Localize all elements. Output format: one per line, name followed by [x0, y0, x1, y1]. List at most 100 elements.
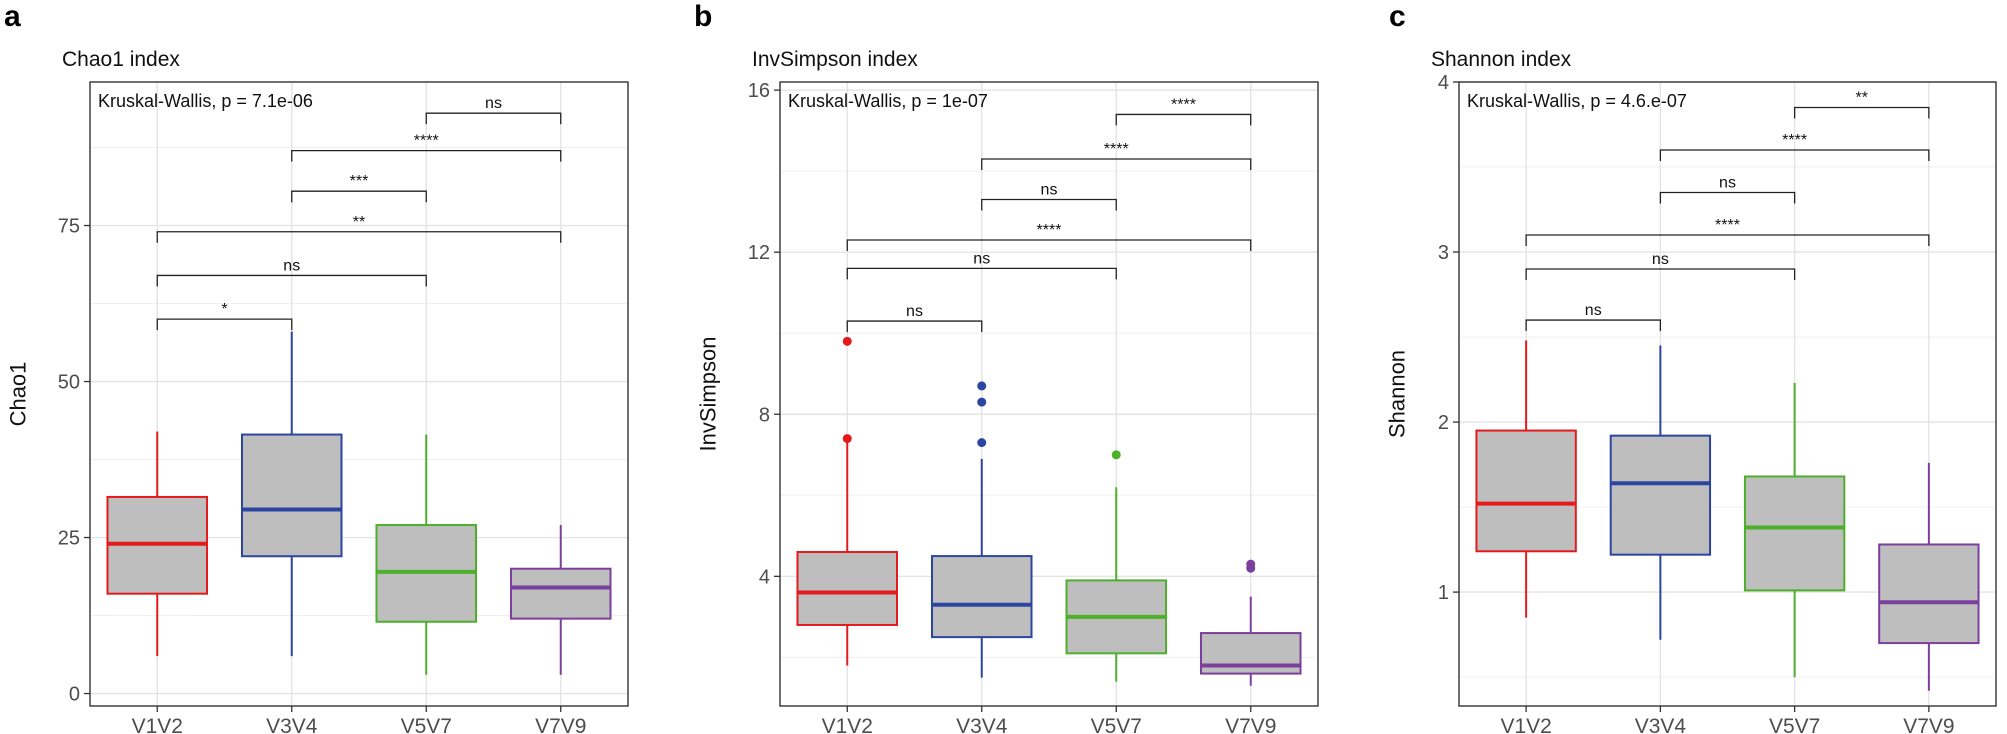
box-v1v2	[1475, 340, 1577, 618]
outlier-point	[1111, 450, 1121, 460]
y-tick-label: 25	[58, 528, 80, 550]
bracket-line	[981, 158, 1252, 170]
y-tick-label: 8	[759, 404, 770, 426]
bracket-line	[156, 274, 427, 287]
significance-bracket: ***	[291, 173, 427, 203]
box-v7v9	[1199, 559, 1302, 686]
box-v3v4	[1609, 345, 1712, 640]
bracket-line	[156, 318, 293, 331]
x-tick-label: V7V9	[535, 715, 586, 734]
significance-bracket: **	[1793, 90, 1930, 119]
significance-bracket: ****	[1525, 217, 1930, 247]
y-tick-label: 4	[759, 566, 770, 588]
bracket-line	[1659, 149, 1930, 162]
significance-label: ns	[485, 95, 502, 112]
plot-border	[89, 81, 629, 707]
x-tick-label: V3V4	[956, 715, 1008, 734]
bracket-line	[291, 190, 427, 203]
box-v5v7	[1743, 382, 1846, 678]
outlier-point	[842, 434, 852, 444]
significance-bracket: ****	[1115, 96, 1252, 126]
x-tick-label: V1V2	[822, 715, 873, 734]
significance-label: ns	[1041, 182, 1058, 199]
panel-letter: b	[694, 0, 712, 33]
significance-bracket: ns	[1525, 302, 1662, 332]
y-axis-label: InvSimpson	[696, 337, 721, 452]
significance-bracket: ns	[1659, 175, 1796, 204]
chart-title: InvSimpson index	[752, 48, 918, 71]
y-tick-label: 12	[748, 242, 770, 264]
y-tick-label: 75	[58, 216, 80, 238]
significance-label: ns	[973, 250, 990, 267]
significance-label: ****	[1782, 132, 1807, 149]
box-v3v4	[930, 381, 1033, 678]
y-axis-label: Shannon	[1385, 350, 1410, 438]
box-v1v2	[796, 336, 899, 666]
panel-b: b InvSimpson index ns ns **** ns **** **** Krusk…	[694, 0, 1319, 734]
bracket-line	[1793, 106, 1930, 119]
significance-bracket: ns	[425, 95, 562, 125]
box-iqr	[796, 551, 899, 626]
significance-label: ns	[1585, 302, 1602, 319]
x-tick-label: V1V2	[132, 715, 183, 734]
significance-label: ns	[906, 303, 923, 320]
x-tick-label: V1V2	[1500, 715, 1551, 734]
kruskal-wallis-label: Kruskal-Wallis, p = 4.6.e-07	[1467, 91, 1687, 111]
box-iqr	[930, 555, 1033, 639]
kruskal-wallis-label: Kruskal-Wallis, p = 7.1e-06	[98, 91, 313, 111]
box-iqr	[1743, 475, 1846, 592]
box-v1v2	[106, 431, 209, 657]
significance-label: ****	[1171, 96, 1196, 113]
bracket-line	[291, 149, 562, 162]
outlier-point	[977, 397, 987, 407]
bracket-line	[1525, 319, 1662, 332]
bracket-line	[425, 112, 562, 125]
outlier-point	[1246, 559, 1256, 569]
bracket-line	[981, 198, 1117, 211]
plot-border	[1458, 81, 1997, 707]
panel-letter: a	[4, 0, 21, 33]
significance-bracket: ns	[981, 182, 1117, 211]
y-axis-label: Chao1	[6, 362, 31, 427]
significance-label: ns	[1652, 251, 1669, 268]
bracket-line	[1525, 268, 1796, 281]
box-iqr	[1475, 429, 1577, 553]
bracket-line	[1115, 113, 1252, 126]
box-v7v9	[1878, 462, 1980, 691]
x-tick-label: V3V4	[266, 715, 318, 734]
box-v7v9	[509, 525, 612, 675]
bracket-line	[846, 267, 1117, 280]
bracket-line	[846, 239, 1252, 252]
significance-label: **	[353, 214, 365, 231]
bracket-line	[1659, 191, 1796, 204]
significance-label: ns	[1719, 175, 1736, 192]
box-iqr	[1199, 632, 1302, 675]
outlier-point	[977, 381, 987, 391]
significance-label: ****	[1715, 217, 1740, 234]
y-tick-label: 0	[69, 684, 80, 706]
y-tick-label: 2	[1438, 412, 1449, 434]
panel-letter: c	[1389, 0, 1406, 33]
x-tick-label: V5V7	[401, 715, 452, 734]
significance-label: ****	[414, 133, 439, 150]
bracket-line	[1525, 234, 1930, 247]
y-tick-label: 16	[748, 80, 770, 102]
box-v5v7	[1065, 450, 1168, 682]
x-tick-label: V5V7	[1091, 715, 1142, 734]
box-iqr	[1878, 543, 1980, 645]
significance-label: ***	[350, 173, 369, 190]
significance-bracket: ns	[156, 257, 427, 287]
significance-bracket: ****	[846, 222, 1252, 252]
significance-label: **	[1856, 90, 1868, 107]
significance-bracket: ns	[846, 250, 1117, 280]
y-tick-label: 4	[1438, 72, 1449, 94]
y-tick-label: 3	[1438, 242, 1449, 264]
box-iqr	[509, 567, 612, 620]
significance-label: *	[221, 301, 227, 318]
x-tick-label: V3V4	[1635, 715, 1687, 734]
significance-bracket: ****	[1659, 132, 1930, 162]
significance-bracket: ****	[981, 141, 1252, 170]
box-v5v7	[375, 434, 478, 675]
y-tick-label: 1	[1438, 582, 1449, 604]
